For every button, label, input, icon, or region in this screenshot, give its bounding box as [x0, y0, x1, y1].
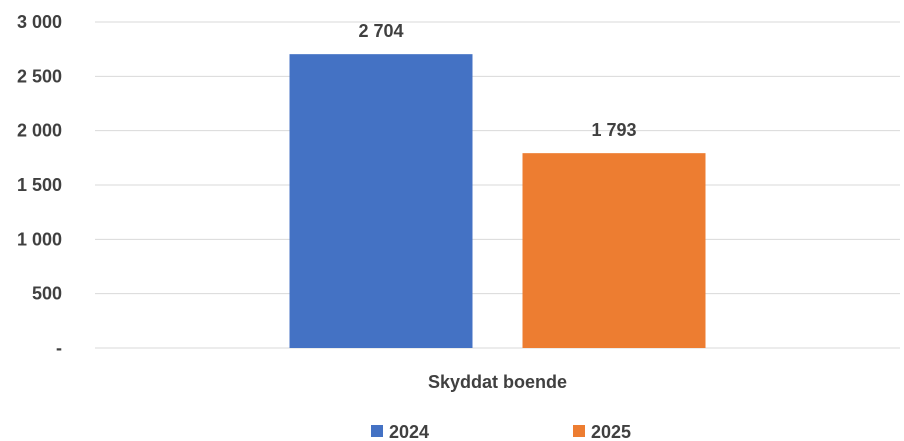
legend: 2024 2025: [371, 422, 631, 441]
data-labels: 2 704 1 793: [358, 21, 636, 140]
y-tick-label: 2 500: [17, 66, 62, 86]
legend-swatch-2025: [573, 425, 585, 437]
y-tick-label: 1 000: [17, 229, 62, 249]
y-tick-label: 3 000: [17, 12, 62, 32]
bar-2025: [522, 153, 706, 348]
legend-label-2024: 2024: [389, 422, 429, 441]
y-tick-label: 500: [32, 284, 62, 304]
bar-2024: [289, 54, 473, 348]
y-tick-label: -: [56, 338, 62, 358]
legend-swatch-2024: [371, 425, 383, 437]
data-label-2025: 1 793: [591, 120, 636, 140]
bars: [289, 54, 706, 348]
y-tick-label: 1 500: [17, 175, 62, 195]
category-label: Skyddat boende: [428, 372, 567, 392]
data-label-2024: 2 704: [358, 21, 403, 41]
gridlines: [95, 21, 900, 349]
category-axis: Skyddat boende: [428, 372, 567, 392]
legend-label-2025: 2025: [591, 422, 631, 441]
y-tick-label: 2 000: [17, 121, 62, 141]
y-axis-tick-labels: - 500 1 000 1 500 2 000 2 500 3 000: [17, 12, 62, 358]
